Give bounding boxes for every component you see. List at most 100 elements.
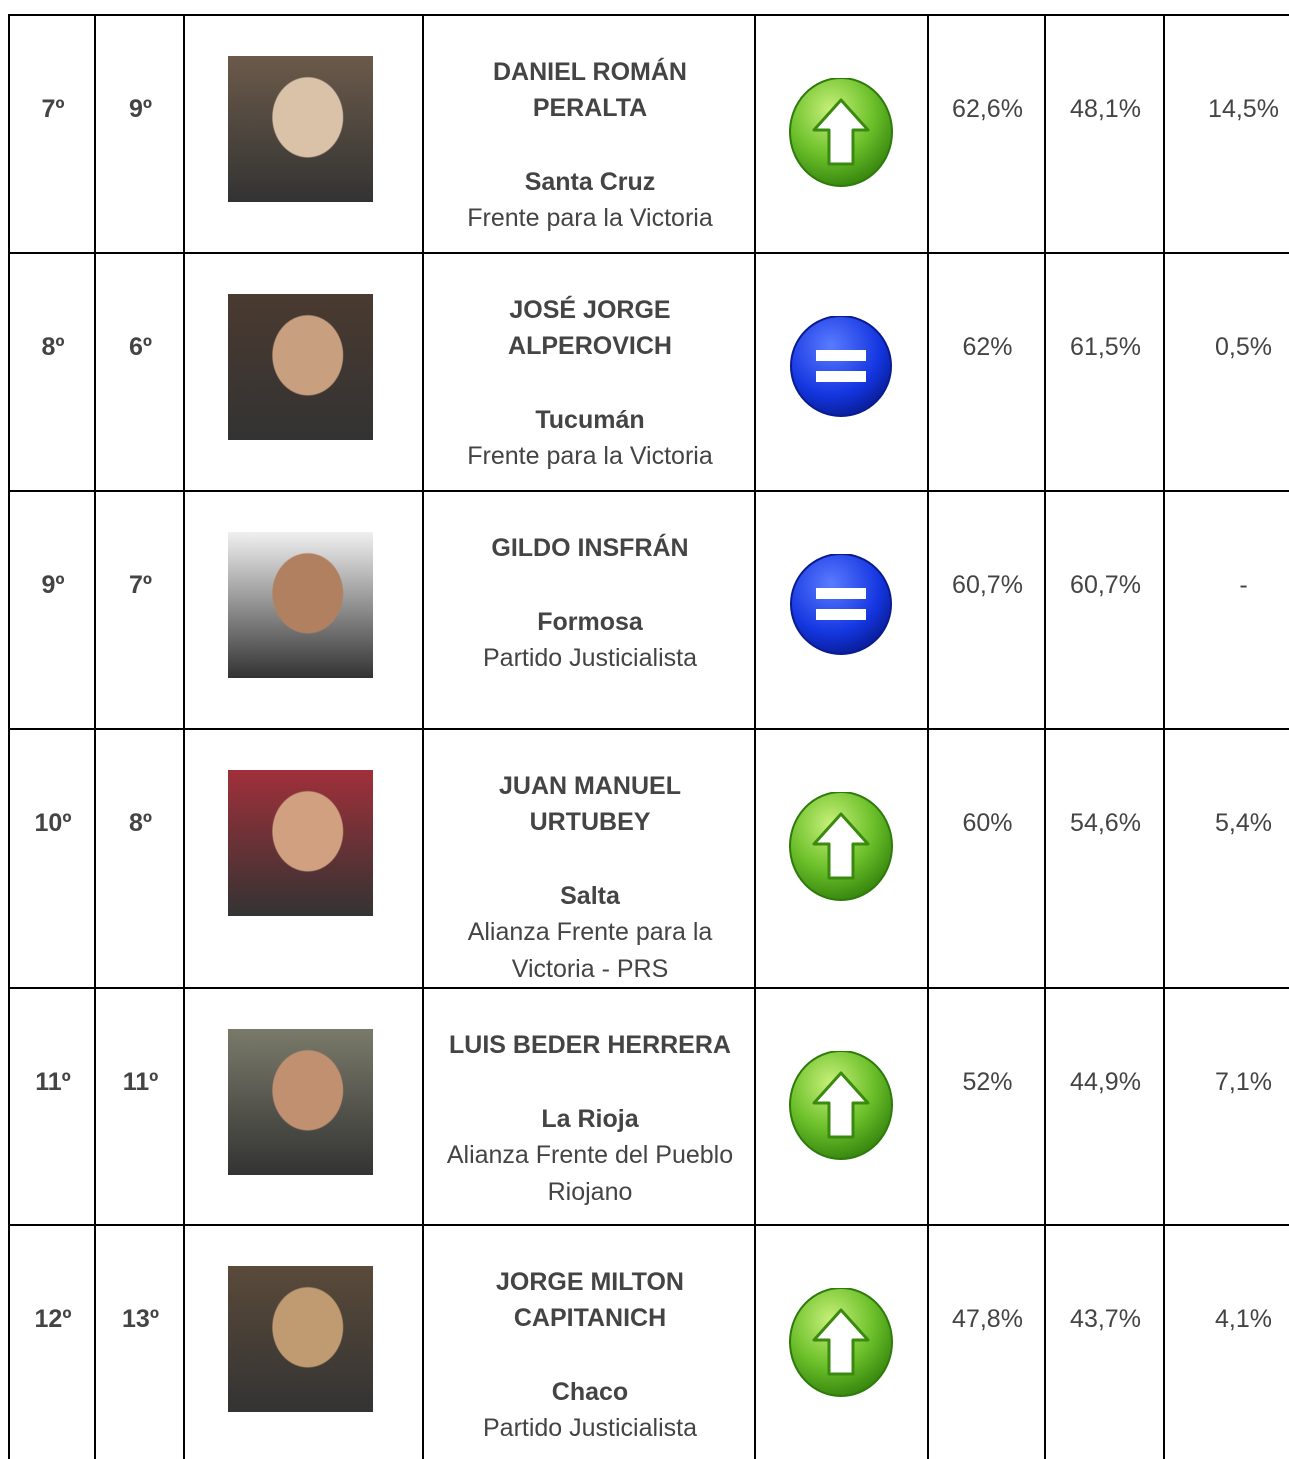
difference-cell: 4,1% bbox=[1163, 1224, 1289, 1459]
trend-cell bbox=[754, 1224, 929, 1459]
current-value: 52% bbox=[962, 1068, 1013, 1096]
previous-value: 54,6% bbox=[1070, 809, 1141, 837]
previous-cell: 48,1% bbox=[1044, 14, 1165, 254]
rank-cell: 11º bbox=[8, 987, 96, 1226]
name-line: CAPITANICH bbox=[513, 1304, 667, 1332]
difference: 5,4% bbox=[1215, 809, 1272, 837]
rank-cell: 9º bbox=[8, 490, 96, 730]
previous-cell: 54,6% bbox=[1044, 728, 1165, 989]
previous-cell: 43,7% bbox=[1044, 1224, 1165, 1459]
candidate-name: GILDO INSFRÁN bbox=[424, 530, 756, 566]
current-cell: 62% bbox=[927, 252, 1046, 492]
candidate-cell: DANIEL ROMÁN PERALTA Santa Cruz Frente para… bbox=[422, 14, 756, 254]
province: La Rioja bbox=[541, 1105, 639, 1133]
candidate-cell: JORGE MILTON CAPITANICH Chaco Partido Justi… bbox=[422, 1224, 756, 1459]
photo-cell bbox=[183, 1224, 424, 1459]
party-line: Victoria - PRS bbox=[511, 955, 669, 983]
photo bbox=[228, 1266, 373, 1412]
previous-rank: 6º bbox=[128, 333, 153, 361]
candidate-name: LUIS BEDER HERRERA bbox=[424, 1027, 756, 1063]
name-line: LUIS BEDER HERRERA bbox=[449, 1031, 731, 1059]
name-line: URTUBEY bbox=[529, 808, 651, 836]
previous-rank-cell: 11º bbox=[94, 987, 185, 1226]
previous-rank-cell: 7º bbox=[94, 490, 185, 730]
previous-rank-cell: 9º bbox=[94, 14, 185, 254]
trend-cell bbox=[754, 490, 929, 730]
party: Alianza Frente para la Victoria - PRS bbox=[424, 914, 756, 988]
candidate-name: JORGE MILTON CAPITANICH bbox=[424, 1264, 756, 1336]
candidate-name: DANIEL ROMÁN PERALTA bbox=[424, 54, 756, 126]
up-arrow-icon bbox=[789, 1288, 893, 1397]
previous-value: 60,7% bbox=[1070, 571, 1141, 599]
up-arrow-icon bbox=[789, 1051, 893, 1160]
previous-value: 48,1% bbox=[1070, 95, 1141, 123]
rank-cell: 10º bbox=[8, 728, 96, 989]
photo-cell bbox=[183, 252, 424, 492]
province: Formosa bbox=[537, 608, 643, 636]
name-line: GILDO INSFRÁN bbox=[491, 534, 689, 562]
candidate-name: JUAN MANUEL URTUBEY bbox=[424, 768, 756, 840]
current-cell: 60,7% bbox=[927, 490, 1046, 730]
previous-rank: 8º bbox=[128, 809, 153, 837]
current-value: 47,8% bbox=[952, 1305, 1023, 1333]
previous-rank-cell: 8º bbox=[94, 728, 185, 989]
previous-rank: 9º bbox=[128, 95, 153, 123]
current-value: 60,7% bbox=[952, 571, 1023, 599]
previous-cell: 60,7% bbox=[1044, 490, 1165, 730]
candidate-cell: JOSÉ JORGE ALPEROVICH Tucumán Frente para l… bbox=[422, 252, 756, 492]
rank: 10º bbox=[34, 809, 72, 837]
photo bbox=[228, 770, 373, 916]
equal-icon bbox=[790, 316, 892, 417]
difference: 0,5% bbox=[1215, 333, 1272, 361]
rank-cell: 7º bbox=[8, 14, 96, 254]
name-line: PERALTA bbox=[532, 94, 648, 122]
rank: 12º bbox=[34, 1305, 72, 1333]
previous-value: 43,7% bbox=[1070, 1305, 1141, 1333]
difference-cell: - bbox=[1163, 490, 1289, 730]
rank: 7º bbox=[41, 95, 65, 123]
candidate-cell: GILDO INSFRÁN Formosa Partido Justicialist… bbox=[422, 490, 756, 730]
province: Santa Cruz bbox=[524, 168, 656, 196]
name-line: DANIEL ROMÁN bbox=[493, 58, 687, 86]
previous-rank-cell: 6º bbox=[94, 252, 185, 492]
previous-value: 61,5% bbox=[1070, 333, 1141, 361]
rank: 9º bbox=[41, 571, 65, 599]
candidate-cell: JUAN MANUEL URTUBEY Salta Alianza Frente pa… bbox=[422, 728, 756, 989]
current-value: 62,6% bbox=[952, 95, 1023, 123]
photo-cell bbox=[183, 987, 424, 1226]
difference-cell: 5,4% bbox=[1163, 728, 1289, 989]
rank: 11º bbox=[35, 1068, 71, 1096]
difference-cell: 14,5% bbox=[1163, 14, 1289, 254]
previous-value: 44,9% bbox=[1070, 1068, 1141, 1096]
current-cell: 47,8% bbox=[927, 1224, 1046, 1459]
party-line: Alianza Frente del Pueblo bbox=[446, 1141, 734, 1169]
party-line: Partido Justicialista bbox=[483, 644, 697, 672]
difference: 14,5% bbox=[1208, 95, 1279, 123]
photo bbox=[228, 532, 373, 678]
party-line: Frente para la Victoria bbox=[467, 442, 713, 470]
photo bbox=[228, 1029, 373, 1175]
equal-icon bbox=[790, 554, 892, 655]
previous-rank: 11º bbox=[122, 1068, 159, 1096]
difference: 7,1% bbox=[1215, 1068, 1272, 1096]
up-arrow-icon bbox=[789, 78, 893, 187]
rank-cell: 12º bbox=[8, 1224, 96, 1459]
party: Frente para la Victoria bbox=[424, 200, 756, 237]
trend-cell bbox=[754, 252, 929, 492]
party: Frente para la Victoria bbox=[424, 438, 756, 475]
party-line: Alianza Frente para la bbox=[467, 918, 713, 946]
trend-cell bbox=[754, 728, 929, 989]
candidate-cell: LUIS BEDER HERRERA La Rioja Alianza Frente… bbox=[422, 987, 756, 1226]
up-arrow-icon bbox=[789, 792, 893, 901]
previous-rank-cell: 13º bbox=[94, 1224, 185, 1459]
name-line: JORGE MILTON bbox=[496, 1268, 684, 1296]
difference-cell: 7,1% bbox=[1163, 987, 1289, 1226]
current-cell: 52% bbox=[927, 987, 1046, 1226]
difference: 4,1% bbox=[1215, 1305, 1272, 1333]
photo-cell bbox=[183, 728, 424, 989]
party-line: Frente para la Victoria bbox=[467, 204, 713, 232]
province: Chaco bbox=[551, 1378, 629, 1406]
trend-cell bbox=[754, 987, 929, 1226]
party: Partido Justicialista bbox=[424, 640, 756, 677]
